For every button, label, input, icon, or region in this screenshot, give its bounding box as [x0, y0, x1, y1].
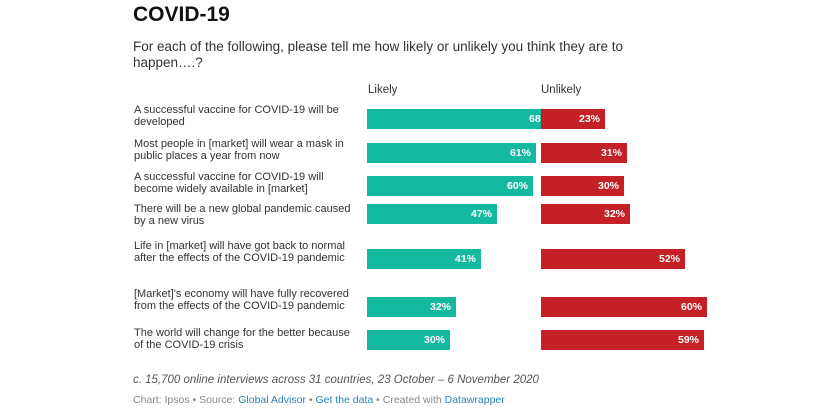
likely-bar: 47%: [367, 204, 497, 224]
likely-value-label: 32%: [429, 301, 451, 313]
chart-footer: Chart: Ipsos • Source: Global Advisor • …: [133, 394, 505, 406]
category-label: Life in [market] will have got back to n…: [134, 240, 345, 264]
likely-bar: 60%: [367, 176, 533, 196]
category-label: [Market]'s economy will have fully recov…: [134, 288, 349, 312]
likely-bar: 41%: [367, 249, 481, 269]
unlikely-bar: 60%: [541, 297, 707, 317]
footer-separator: •: [305, 394, 316, 406]
chart-notes: c. 15,700 online interviews across 31 co…: [133, 374, 539, 386]
table-row: A successful vaccine for COVID-19 will b…: [0, 171, 833, 200]
likely-bar: 32%: [367, 297, 456, 317]
likely-value-label: 30%: [423, 334, 445, 346]
unlikely-value-label: 30%: [597, 180, 619, 192]
chart-title: COVID-19: [133, 3, 230, 26]
unlikely-bar: 30%: [541, 176, 624, 196]
table-row: Most people in [market] will wear a mask…: [0, 138, 833, 167]
table-row: The world will change for the better bec…: [0, 327, 833, 352]
likely-value-label: 47%: [470, 208, 492, 220]
unlikely-bar: 52%: [541, 249, 685, 269]
column-header-unlikely: Unlikely: [541, 84, 582, 96]
table-row: There will be a new global pandemic caus…: [0, 203, 833, 227]
likely-bar: 61%: [367, 143, 536, 163]
unlikely-value-label: 31%: [600, 147, 622, 159]
footer-prefix: Chart: Ipsos • Source:: [133, 394, 239, 406]
category-label: There will be a new global pandemic caus…: [134, 203, 351, 227]
unlikely-value-label: 59%: [677, 334, 699, 346]
datawrapper-link[interactable]: Datawrapper: [444, 394, 505, 406]
unlikely-value-label: 23%: [578, 113, 600, 125]
unlikely-bar: 23%: [541, 109, 605, 129]
unlikely-bar: 31%: [541, 143, 627, 163]
table-row: A successful vaccine for COVID-19 will b…: [0, 104, 833, 133]
category-label: A successful vaccine for COVID-19 will b…: [134, 104, 339, 128]
likely-value-label: 61%: [509, 147, 531, 159]
category-label: Most people in [market] will wear a mask…: [134, 138, 344, 162]
chart-subtitle: For each of the following, please tell m…: [133, 39, 624, 70]
get-the-data-link[interactable]: Get the data: [315, 394, 374, 406]
footer-created-with: • Created with: [373, 394, 445, 406]
source-link[interactable]: Global Advisor: [238, 394, 306, 406]
likely-bar: 68%: [367, 109, 555, 129]
column-header-likely: Likely: [368, 84, 398, 96]
unlikely-value-label: 32%: [603, 208, 625, 220]
table-row: [Market]'s economy will have fully recov…: [0, 288, 833, 325]
unlikely-value-label: 52%: [658, 253, 680, 265]
likely-bar: 30%: [367, 330, 450, 350]
likely-value-label: 60%: [506, 180, 528, 192]
unlikely-bar: 59%: [541, 330, 704, 350]
table-row: Life in [market] will have got back to n…: [0, 240, 833, 277]
unlikely-value-label: 60%: [680, 301, 702, 313]
unlikely-bar: 32%: [541, 204, 630, 224]
likely-value-label: 41%: [454, 253, 476, 265]
category-label: A successful vaccine for COVID-19 will b…: [134, 171, 324, 195]
category-label: The world will change for the better bec…: [134, 327, 350, 351]
